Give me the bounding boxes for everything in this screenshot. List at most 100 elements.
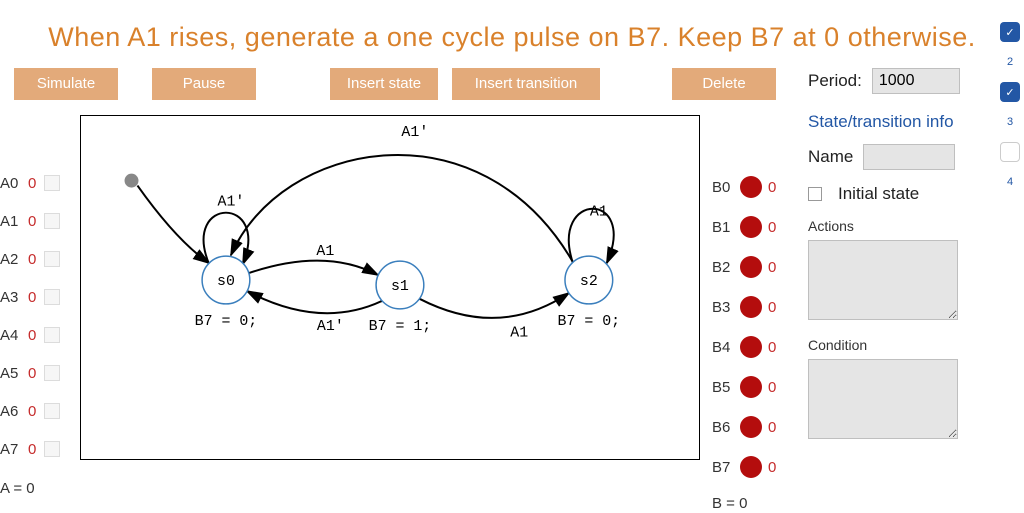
output-label: B2 bbox=[712, 259, 734, 276]
input-value: 0 bbox=[28, 289, 38, 306]
input-value: 0 bbox=[28, 403, 38, 420]
input-toggle[interactable] bbox=[44, 175, 60, 191]
step-number: 4 bbox=[1000, 172, 1020, 192]
condition-label: Condition bbox=[808, 337, 867, 353]
output-value: 0 bbox=[768, 219, 778, 236]
step-pending-icon bbox=[1000, 142, 1020, 162]
input-label: A7 bbox=[0, 441, 22, 458]
transition-edge[interactable] bbox=[249, 261, 378, 275]
pause-button[interactable]: Pause bbox=[152, 68, 256, 100]
transition-label: A1 bbox=[590, 204, 608, 220]
step-number: 3 bbox=[1000, 112, 1020, 132]
delete-button[interactable]: Delete bbox=[672, 68, 776, 100]
step-check-icon: ✓ bbox=[1000, 22, 1020, 42]
condition-textarea[interactable] bbox=[808, 359, 958, 439]
input-toggle[interactable] bbox=[44, 289, 60, 305]
transition-edge[interactable] bbox=[231, 155, 573, 262]
input-value: 0 bbox=[28, 175, 38, 192]
state-action: B7 = 0; bbox=[195, 314, 258, 330]
state-action: B7 = 0; bbox=[558, 314, 621, 330]
insert-state-button[interactable]: Insert state bbox=[330, 68, 438, 100]
simulate-button[interactable]: Simulate bbox=[14, 68, 118, 100]
input-toggle[interactable] bbox=[44, 251, 60, 267]
input-value: 0 bbox=[28, 365, 38, 382]
input-row: A0 0 bbox=[0, 170, 60, 196]
output-value: 0 bbox=[768, 379, 778, 396]
right-panel: Period: State/transition info Name Initi… bbox=[808, 68, 1018, 442]
name-label: Name bbox=[808, 147, 853, 167]
initial-state-label: Initial state bbox=[838, 184, 919, 204]
name-input[interactable] bbox=[863, 144, 955, 170]
input-label: A4 bbox=[0, 327, 22, 344]
actions-label: Actions bbox=[808, 218, 854, 234]
output-led bbox=[740, 256, 762, 278]
output-value: 0 bbox=[768, 419, 778, 436]
transition-label: A1' bbox=[401, 125, 428, 141]
output-value: 0 bbox=[768, 259, 778, 276]
input-row: A4 0 bbox=[0, 322, 60, 348]
input-label: A1 bbox=[0, 213, 22, 230]
input-toggle[interactable] bbox=[44, 403, 60, 419]
output-row: B1 0 bbox=[712, 214, 778, 240]
fsm-canvas[interactable]: A1'A1A1'A1A1A1' s0B7 = 0;s1B7 = 1;s2B7 =… bbox=[80, 115, 700, 460]
input-row: A10 bbox=[0, 208, 60, 234]
actions-textarea[interactable] bbox=[808, 240, 958, 320]
transition-label: A1 bbox=[510, 326, 528, 342]
input-toggle[interactable] bbox=[44, 441, 60, 457]
output-value: 0 bbox=[768, 179, 778, 196]
output-row: B5 0 bbox=[712, 374, 778, 400]
input-label: A6 bbox=[0, 403, 22, 420]
output-bus-value: B = 0 bbox=[712, 495, 747, 512]
input-label: A5 bbox=[0, 365, 22, 382]
transition-edge[interactable] bbox=[420, 293, 569, 318]
state-label: s1 bbox=[391, 279, 409, 295]
output-led bbox=[740, 376, 762, 398]
output-led bbox=[740, 216, 762, 238]
transition-edge[interactable] bbox=[247, 291, 382, 313]
input-row: A20 bbox=[0, 246, 60, 272]
input-row: A3 0 bbox=[0, 284, 60, 310]
initial-state-checkbox[interactable] bbox=[808, 187, 822, 201]
transition-label: A1 bbox=[316, 244, 334, 260]
insert-transition-button[interactable]: Insert transition bbox=[452, 68, 600, 100]
output-label: B5 bbox=[712, 379, 734, 396]
output-row: B4 0 bbox=[712, 334, 778, 360]
state-label: s2 bbox=[580, 274, 598, 290]
output-row: B7 0 bbox=[712, 454, 778, 480]
output-led bbox=[740, 416, 762, 438]
output-label: B1 bbox=[712, 219, 734, 236]
input-value: 0 bbox=[28, 327, 38, 344]
transition-label: A1' bbox=[218, 194, 245, 210]
input-value: 0 bbox=[28, 441, 38, 458]
output-label: B0 bbox=[712, 179, 734, 196]
initial-dot[interactable] bbox=[125, 174, 139, 188]
output-row: B6 0 bbox=[712, 414, 778, 440]
input-toggle[interactable] bbox=[44, 327, 60, 343]
state-label: s0 bbox=[217, 274, 235, 290]
input-toggle[interactable] bbox=[44, 365, 60, 381]
transition-label: A1' bbox=[317, 319, 344, 335]
progress-badges: ✓ 2 ✓ 3 4 bbox=[1000, 22, 1020, 192]
input-row: A6 0 bbox=[0, 398, 60, 424]
output-label: B6 bbox=[712, 419, 734, 436]
problem-title: When A1 rises, generate a one cycle puls… bbox=[0, 22, 1024, 53]
output-label: B3 bbox=[712, 299, 734, 316]
step-check-icon: ✓ bbox=[1000, 82, 1020, 102]
input-bus-value: A = 0 bbox=[0, 480, 35, 497]
output-label: B4 bbox=[712, 339, 734, 356]
output-led bbox=[740, 456, 762, 478]
period-input[interactable] bbox=[872, 68, 960, 94]
input-row: A5 0 bbox=[0, 360, 60, 386]
output-label: B7 bbox=[712, 459, 734, 476]
output-led bbox=[740, 336, 762, 358]
output-row: B2 0 bbox=[712, 254, 778, 280]
input-label: A3 bbox=[0, 289, 22, 306]
output-value: 0 bbox=[768, 339, 778, 356]
info-heading: State/transition info bbox=[808, 112, 1018, 132]
input-toggle[interactable] bbox=[44, 213, 60, 229]
input-label: A2 bbox=[0, 251, 22, 268]
transition-edge[interactable] bbox=[137, 186, 209, 264]
input-label: A0 bbox=[0, 175, 22, 192]
output-row: B0 0 bbox=[712, 174, 778, 200]
output-value: 0 bbox=[768, 459, 778, 476]
